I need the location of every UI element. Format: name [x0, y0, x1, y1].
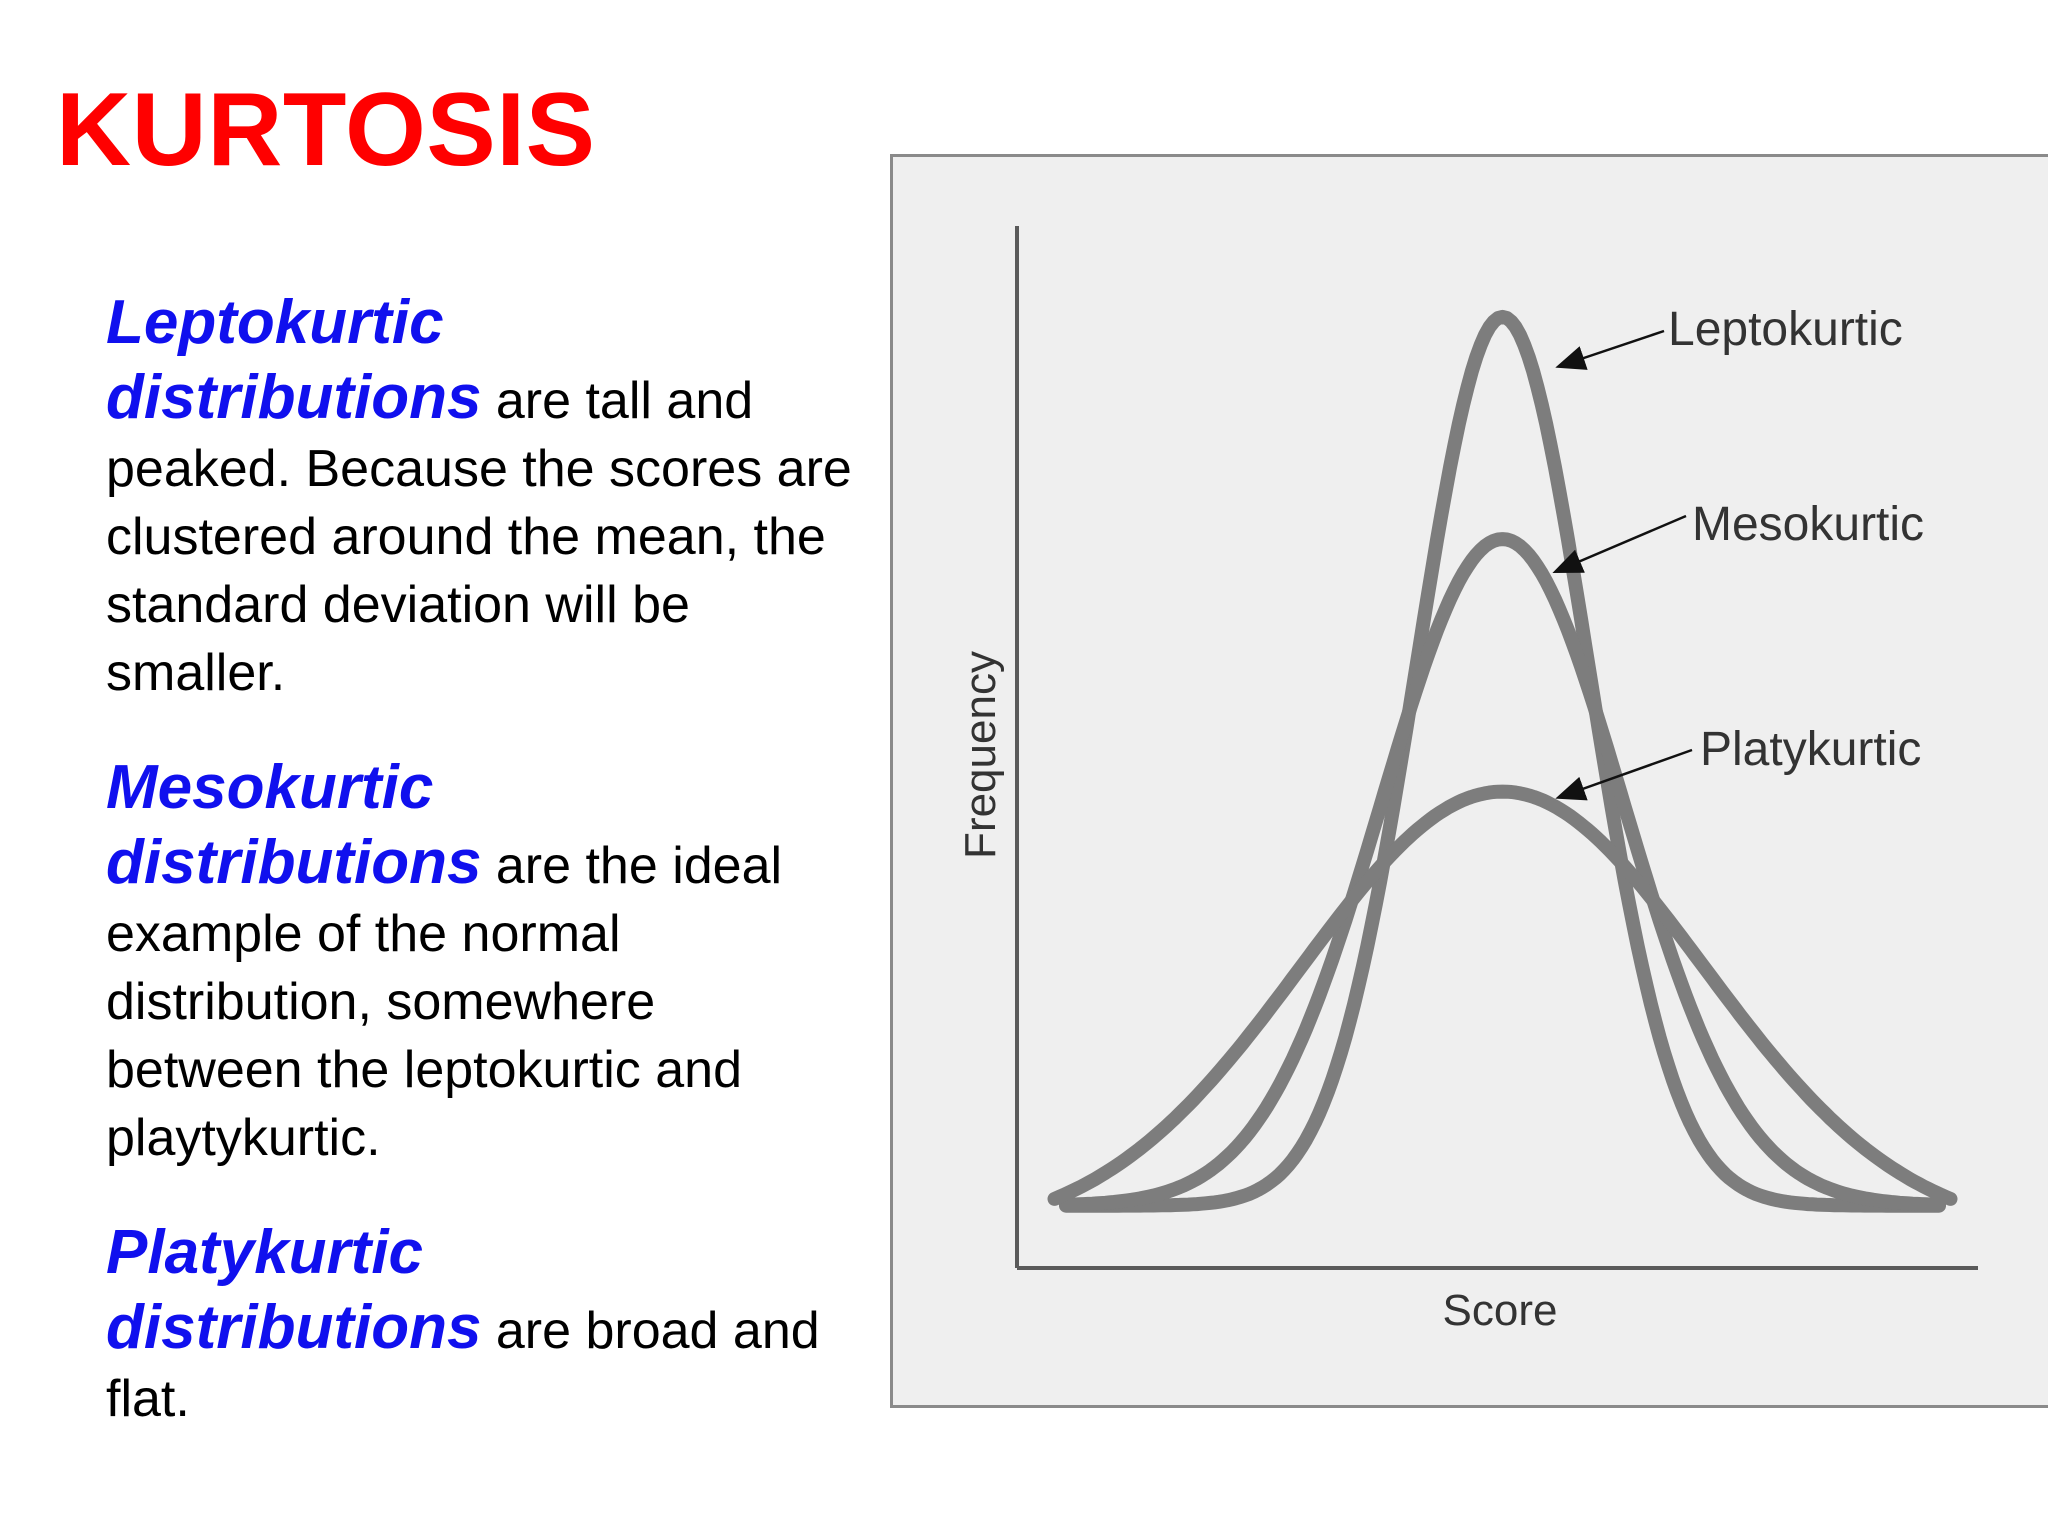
mesokurtic-term-suffix: distributions — [106, 828, 482, 897]
mesokurtic-paragraph: Mesokurtic distributions are the ideal ex… — [106, 747, 866, 1172]
leptokurtic-term-suffix: distributions — [106, 363, 482, 432]
mesokurtic-term: Mesokurtic — [106, 753, 434, 822]
platykurtic-description: are broad and flat. — [106, 1302, 820, 1428]
chart-panel — [890, 154, 2048, 1408]
platykurtic-term-suffix: distributions — [106, 1293, 482, 1362]
platykurtic-term: Platykurtic — [106, 1218, 424, 1287]
slide-title: KURTOSIS — [56, 72, 596, 188]
mesokurtic-description: are the ideal example of the normal dist… — [106, 837, 783, 1167]
text-column: Leptokurtic distributions are tall and pe… — [106, 282, 866, 1473]
leptokurtic-term: Leptokurtic — [106, 288, 444, 357]
platykurtic-paragraph: Platykurtic distributions are broad and f… — [106, 1212, 866, 1433]
leptokurtic-description: are tall and peaked. Because the scores … — [106, 372, 852, 702]
leptokurtic-paragraph: Leptokurtic distributions are tall and pe… — [106, 282, 866, 707]
